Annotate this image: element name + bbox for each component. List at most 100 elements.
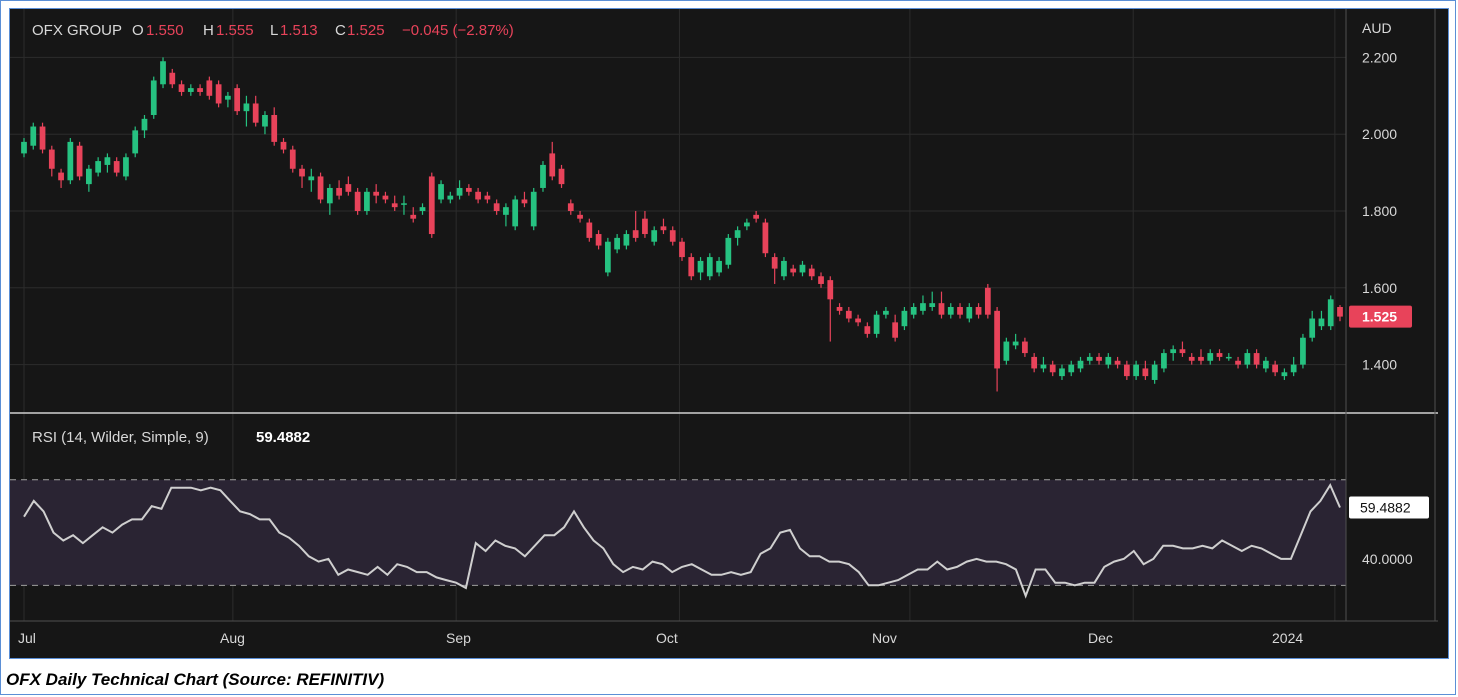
candle-body (503, 207, 509, 215)
candle-body (1281, 372, 1288, 377)
candle-body (790, 268, 797, 273)
candle (920, 295, 926, 315)
candle-body (595, 234, 602, 246)
candle-body (456, 187, 463, 196)
candle (30, 122, 37, 150)
candle (484, 191, 491, 204)
candle (642, 211, 648, 238)
last-price-tag: 1.525 (1349, 305, 1412, 328)
candle (660, 218, 667, 235)
candle-body (215, 84, 222, 104)
candle (1161, 349, 1167, 373)
candle (753, 211, 760, 223)
candle-body (892, 322, 899, 338)
candle-body (929, 303, 936, 307)
candle-body (901, 310, 908, 327)
candle-body (21, 141, 27, 154)
chart-panel[interactable]: OFX GROUP O 1.550 H 1.555 L 1.513 C 1.52… (9, 8, 1449, 659)
candle (1142, 360, 1149, 380)
candle (558, 164, 565, 188)
candle-body (86, 168, 92, 185)
candle (855, 314, 861, 327)
candle (475, 187, 481, 204)
candle-body (938, 303, 945, 315)
candle-body (410, 214, 417, 219)
candle-body (1105, 356, 1112, 365)
candle-body (1327, 299, 1334, 327)
candle (1068, 360, 1075, 377)
time-label-2024: 2024 (1272, 630, 1303, 646)
candle (808, 264, 815, 281)
candle (1003, 337, 1010, 365)
candle-body (178, 84, 185, 92)
candle (456, 180, 463, 200)
candle-body (1318, 318, 1325, 327)
rsi-band (10, 479, 1346, 586)
candle (243, 95, 250, 127)
candle (215, 80, 222, 108)
candle (771, 253, 778, 284)
candle-body (1031, 356, 1038, 369)
candle-body (30, 126, 37, 146)
candle (373, 184, 380, 204)
candle-body (1003, 341, 1010, 361)
change-value: −0.045 (−2.87%) (402, 22, 514, 39)
candle (48, 145, 55, 177)
price-axis-ticks[interactable]: 2.200 2.000 1.800 1.600 1.400 (1362, 49, 1397, 372)
ofx-chart[interactable]: OFX GROUP O 1.550 H 1.555 L 1.513 C 1.52… (10, 9, 1448, 658)
candle (132, 126, 139, 158)
candle (818, 272, 824, 288)
candle-body (873, 314, 880, 334)
candle-body (957, 307, 963, 315)
candle (503, 203, 509, 227)
candle-body (428, 176, 435, 235)
candle-body (336, 187, 342, 196)
candle-body (1142, 368, 1149, 377)
candle-body (781, 260, 787, 277)
candle-body (206, 80, 213, 96)
candle (169, 68, 176, 89)
candle-body (1179, 349, 1186, 354)
candle (326, 184, 333, 215)
time-label-nov: Nov (872, 630, 897, 646)
candle-body (910, 307, 917, 315)
candle (725, 234, 732, 269)
candle (1170, 345, 1177, 361)
low-value: 1.513 (280, 22, 318, 39)
rsi-value: 59.4882 (256, 429, 310, 446)
candle (827, 276, 834, 342)
candle (512, 195, 519, 231)
candle (567, 199, 574, 215)
candle-body (1096, 356, 1102, 361)
candle-body (771, 257, 778, 269)
candle (1281, 368, 1288, 380)
time-label-sep: Sep (446, 630, 471, 646)
candle (549, 141, 556, 181)
candle (929, 291, 936, 311)
candle (994, 307, 1000, 392)
candle-body (326, 187, 333, 204)
candle (410, 207, 417, 223)
candle (1216, 349, 1223, 361)
candle-body (225, 95, 231, 100)
candle (280, 138, 287, 154)
candle (1049, 360, 1056, 377)
candle (1207, 349, 1214, 365)
candle-body (1068, 364, 1075, 373)
low-label: L (270, 22, 278, 39)
candle (1086, 353, 1093, 365)
high-value: 1.555 (216, 22, 254, 39)
candle-body (577, 214, 583, 219)
candle (58, 168, 64, 188)
candle-body (864, 326, 871, 334)
close-value: 1.525 (347, 22, 385, 39)
price-tick-label: 1.400 (1362, 357, 1397, 373)
candle-body (836, 307, 843, 311)
candle (1040, 356, 1047, 373)
candle (178, 80, 185, 96)
candle-body (67, 141, 74, 181)
candle-body (734, 230, 741, 238)
candle-body (604, 241, 611, 273)
candle (354, 187, 361, 215)
time-axis[interactable]: Jul Aug Sep Oct Nov Dec 2024 (18, 630, 1303, 646)
